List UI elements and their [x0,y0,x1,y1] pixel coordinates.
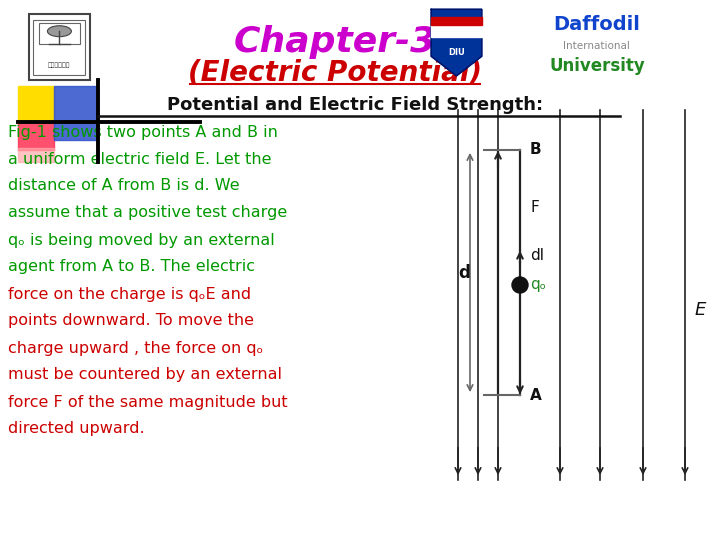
Text: must be countered by an external: must be countered by an external [8,368,282,382]
Text: force F of the same magnitude but: force F of the same magnitude but [8,395,287,409]
Text: qₒ is being moved by an external: qₒ is being moved by an external [8,233,275,247]
Text: DIU: DIU [448,48,465,57]
Text: শিক্ষা: শিক্ষা [48,63,71,68]
Text: (Electric Potential): (Electric Potential) [188,58,482,86]
Text: force on the charge is qₒE and: force on the charge is qₒE and [8,287,251,301]
Text: agent from A to B. The electric: agent from A to B. The electric [8,260,255,274]
Bar [431,17,482,25]
Text: A: A [530,388,541,403]
Text: points downward. To move the: points downward. To move the [8,314,254,328]
Text: Daffodil: Daffodil [554,16,640,35]
Text: a uniform electric field E. Let the: a uniform electric field E. Let the [8,152,271,166]
Bar [18,86,54,122]
Text: d: d [458,264,470,281]
Text: F: F [530,200,539,215]
Text: Potential and Electric Field Strength:: Potential and Electric Field Strength: [167,96,543,114]
Text: charge upward , the force on qₒ: charge upward , the force on qₒ [8,341,264,355]
Bar [33,19,86,75]
Text: assume that a positive test charge: assume that a positive test charge [8,206,287,220]
Text: International: International [564,41,630,51]
Text: E: E [695,301,706,319]
Text: B: B [530,141,541,157]
Bar [18,148,54,162]
Circle shape [512,277,528,293]
Text: Chapter-3: Chapter-3 [234,25,436,59]
Bar [39,23,80,44]
Ellipse shape [48,26,71,37]
Text: qₒ: qₒ [530,278,546,293]
Text: dl: dl [530,247,544,262]
Text: Fig-1 shows two points A and B in: Fig-1 shows two points A and B in [8,125,278,139]
Text: University: University [549,57,644,76]
Polygon shape [431,9,482,76]
Bar [18,122,54,150]
Text: directed upward.: directed upward. [8,422,145,436]
Bar [431,25,482,37]
Text: distance of A from B is d. We: distance of A from B is d. We [8,179,240,193]
Bar [54,86,98,140]
